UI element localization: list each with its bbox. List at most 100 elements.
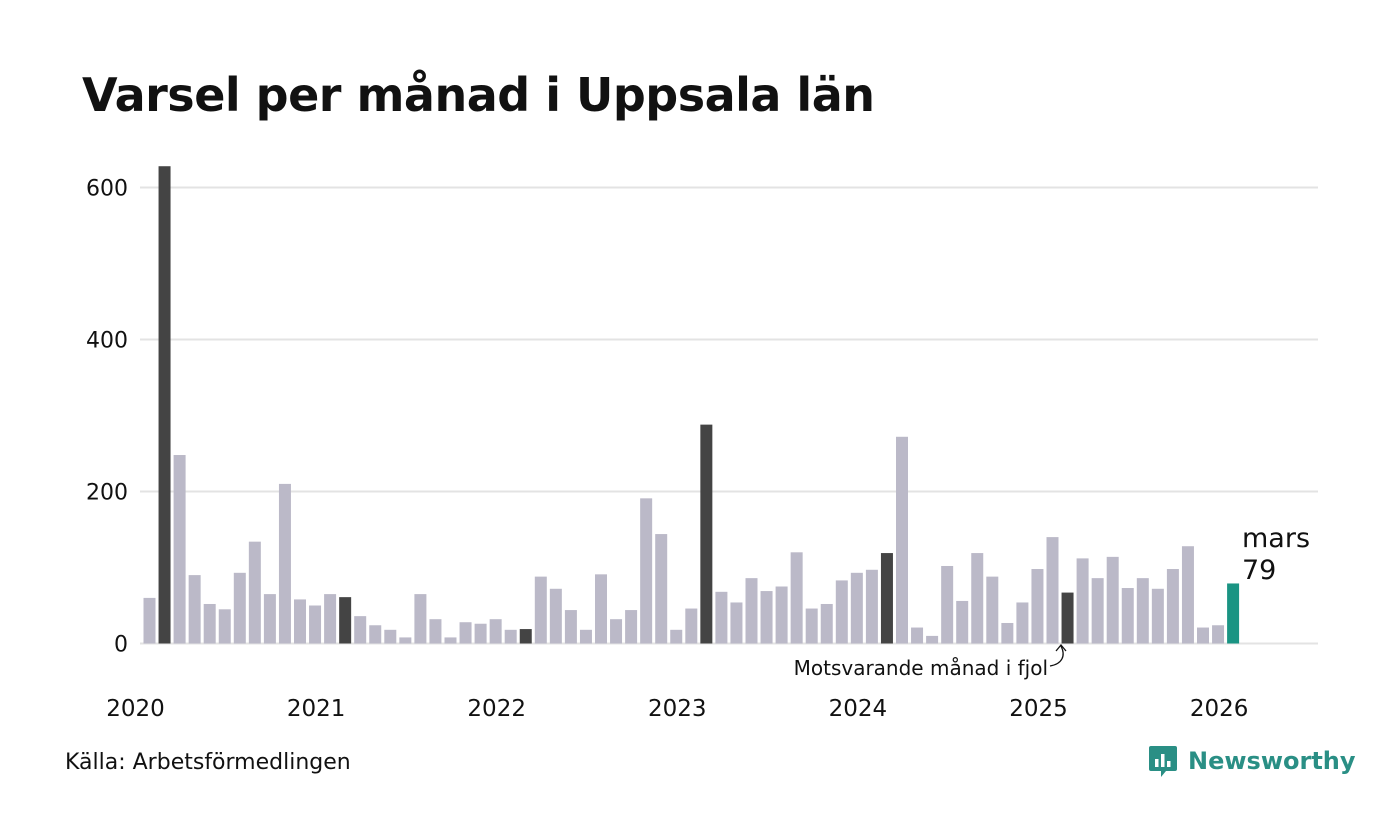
bar-58 — [1016, 602, 1029, 644]
bar-25 — [519, 629, 532, 644]
x-tick-label-2020: 2020 — [106, 696, 165, 722]
bar-13 — [339, 597, 352, 644]
bar-56 — [986, 576, 999, 644]
bar-48 — [865, 569, 878, 644]
bar-37 — [700, 424, 713, 644]
x-tick-label-2021: 2021 — [287, 696, 346, 722]
source-text: Källa: Arbetsförmedlingen — [65, 750, 351, 775]
bar-30 — [595, 574, 607, 644]
bar-39 — [730, 602, 743, 644]
bar-62 — [1076, 558, 1089, 644]
gridlines — [140, 186, 1318, 645]
bar-68 — [1166, 569, 1179, 644]
annotation-text: Motsvarande månad i fjol — [794, 656, 1048, 680]
bar-45 — [820, 603, 833, 644]
bar-61 — [1061, 592, 1074, 644]
bar-43 — [790, 552, 803, 644]
bar-14 — [354, 616, 367, 644]
x-tick-label-2023: 2023 — [648, 696, 707, 722]
highlight-label: mars 79 — [1242, 523, 1310, 586]
x-tick-label-2025: 2025 — [1009, 696, 1068, 722]
bar-17 — [399, 637, 412, 644]
bar-70 — [1197, 627, 1209, 644]
bar-16 — [384, 629, 397, 644]
bar-2 — [173, 455, 186, 644]
brand-name: Newsworthy — [1188, 747, 1356, 775]
annotation: Motsvarande månad i fjol — [794, 643, 1067, 680]
bar-24 — [504, 629, 517, 644]
bar-46 — [835, 580, 848, 644]
bar-35 — [670, 629, 683, 644]
bar-69 — [1181, 546, 1194, 644]
bar-23 — [489, 619, 502, 644]
bar-29 — [579, 629, 592, 644]
bar-65 — [1121, 588, 1134, 644]
y-tick-label-400: 400 — [86, 329, 128, 354]
bar-9 — [278, 483, 291, 644]
bar-55 — [971, 553, 984, 644]
bar-38 — [715, 591, 728, 644]
bar-0 — [143, 597, 156, 644]
bar-28 — [564, 610, 577, 644]
bar-47 — [850, 572, 863, 644]
bar-18 — [414, 594, 427, 644]
y-tick-label-200: 200 — [86, 481, 128, 506]
brand: Newsworthy — [1148, 744, 1356, 778]
bar-36 — [685, 608, 698, 644]
bar-49 — [880, 553, 893, 644]
annotation-arrow — [1049, 645, 1064, 667]
bar-6 — [233, 572, 246, 644]
bar-66 — [1136, 578, 1149, 644]
bars — [143, 166, 1240, 644]
bar-64 — [1106, 556, 1119, 644]
chart-title: Varsel per månad i Uppsala län — [82, 68, 875, 122]
bar-1 — [158, 166, 171, 644]
bar-50 — [896, 436, 908, 644]
bar-32 — [625, 610, 638, 644]
bar-26 — [534, 576, 547, 644]
bar-59 — [1031, 569, 1044, 644]
annotation-arrowhead — [1055, 643, 1067, 652]
y-axis-labels: 0 200 400 600 — [86, 177, 128, 658]
bar-19 — [429, 619, 442, 644]
bar-8 — [263, 594, 276, 644]
newsworthy-logo-icon — [1149, 746, 1177, 777]
y-tick-label-0: 0 — [114, 633, 128, 658]
bar-52 — [926, 635, 939, 644]
bar-3 — [188, 575, 201, 644]
bar-40 — [745, 578, 758, 644]
bar-7 — [248, 541, 261, 644]
bar-44 — [805, 608, 818, 644]
bar-15 — [369, 625, 382, 644]
bar-34 — [655, 534, 668, 644]
bar-54 — [956, 600, 969, 644]
bar-57 — [1001, 622, 1014, 644]
y-tick-label-600: 600 — [86, 177, 128, 202]
bar-41 — [760, 591, 773, 644]
bar-4 — [203, 603, 216, 644]
bar-33 — [640, 498, 653, 644]
bar-22 — [474, 623, 487, 644]
bar-63 — [1091, 578, 1104, 644]
bar-60 — [1046, 537, 1059, 644]
bar-5 — [218, 609, 231, 644]
bar-42 — [775, 586, 788, 644]
highlight-value: 79 — [1242, 555, 1276, 586]
x-tick-label-2022: 2022 — [467, 696, 526, 722]
bar-10 — [294, 599, 306, 644]
x-tick-label-2024: 2024 — [829, 696, 888, 722]
bar-51 — [911, 627, 924, 644]
x-tick-label-2026: 2026 — [1190, 696, 1249, 722]
bar-71 — [1212, 625, 1225, 644]
bar-31 — [610, 619, 623, 644]
bar-11 — [309, 605, 322, 644]
bar-67 — [1151, 588, 1164, 644]
bar-21 — [459, 622, 472, 644]
highlight-month: mars — [1242, 523, 1310, 554]
bar-27 — [549, 588, 562, 644]
x-axis-labels: 2020 2021 2022 2023 2024 2025 2026 — [106, 696, 1248, 722]
bar-53 — [941, 565, 954, 644]
bar-12 — [324, 594, 337, 644]
bar-72 — [1227, 583, 1240, 644]
